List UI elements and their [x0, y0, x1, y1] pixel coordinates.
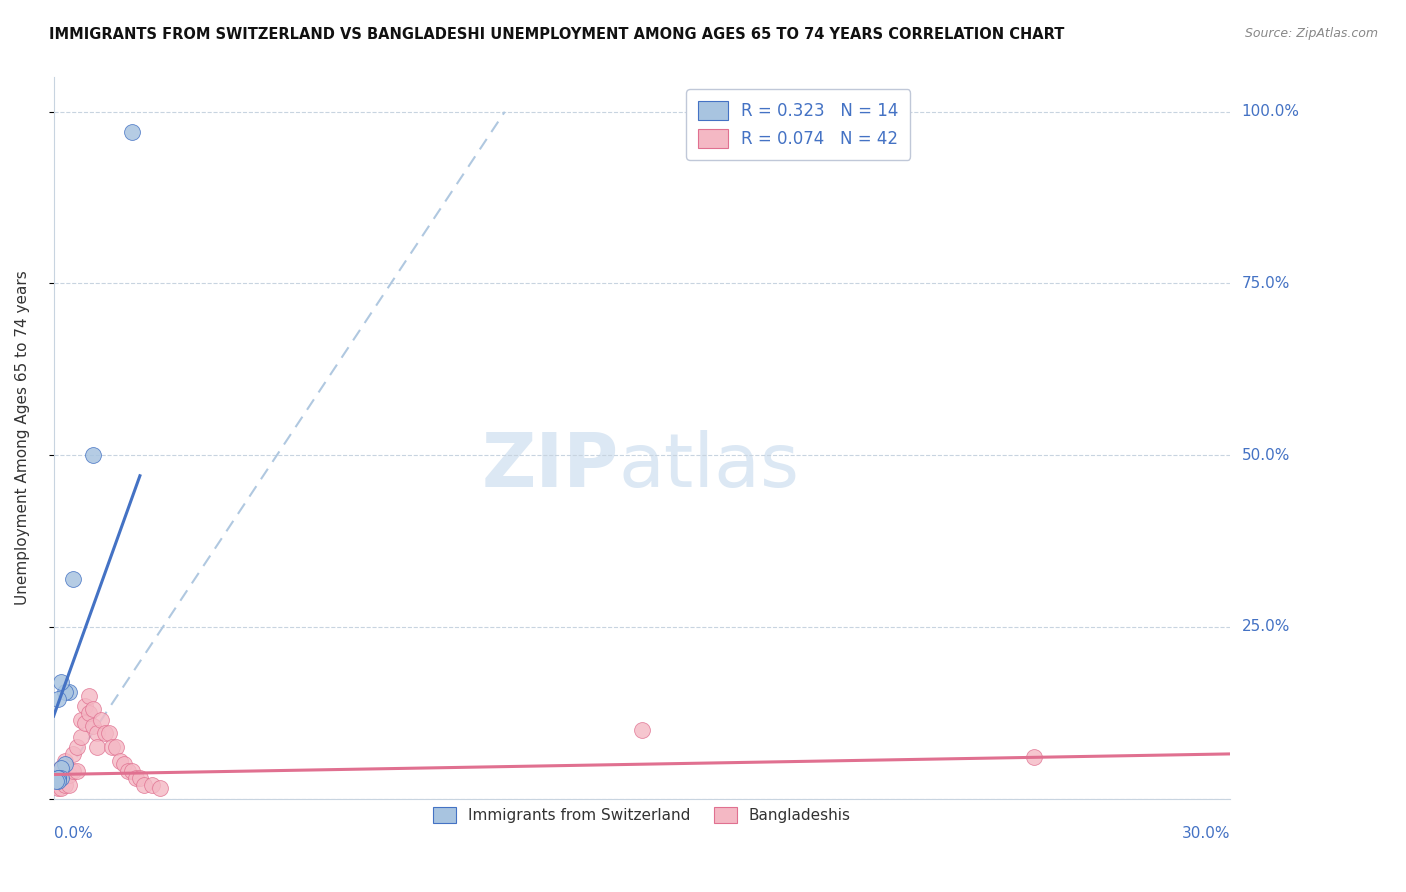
Point: [117, 764, 139, 778]
Point: [46, 774, 69, 789]
Point: [110, 754, 132, 768]
Point: [45, 774, 67, 789]
Legend: Immigrants from Switzerland, Bangladeshis: Immigrants from Switzerland, Bangladeshi…: [426, 799, 859, 830]
Y-axis label: Unemployment Among Ages 65 to 74 years: Unemployment Among Ages 65 to 74 years: [15, 270, 30, 606]
Point: [46, 771, 69, 785]
Point: [101, 739, 124, 754]
Point: [51, 781, 73, 796]
Point: [62, 747, 84, 761]
Text: 25.0%: 25.0%: [1241, 619, 1289, 634]
Point: [51, 771, 73, 785]
Text: 50.0%: 50.0%: [1241, 448, 1289, 463]
Point: [66, 764, 89, 778]
Point: [82, 448, 104, 462]
Text: atlas: atlas: [619, 430, 800, 503]
Point: [93, 726, 115, 740]
Point: [46, 774, 69, 789]
Point: [82, 719, 104, 733]
Text: 75.0%: 75.0%: [1241, 276, 1289, 291]
Point: [112, 757, 135, 772]
Point: [51, 761, 73, 775]
Text: 100.0%: 100.0%: [1241, 104, 1299, 120]
Point: [86, 739, 108, 754]
Point: [141, 778, 163, 792]
Point: [55, 757, 77, 772]
Point: [97, 726, 120, 740]
Point: [58, 767, 80, 781]
Point: [46, 781, 69, 796]
Point: [90, 713, 112, 727]
Point: [58, 685, 80, 699]
Point: [51, 761, 73, 775]
Point: [58, 778, 80, 792]
Point: [132, 778, 155, 792]
Point: [129, 771, 152, 785]
Point: [70, 713, 93, 727]
Point: [55, 754, 77, 768]
Point: [70, 730, 93, 744]
Text: 30.0%: 30.0%: [1182, 826, 1230, 841]
Text: 0.0%: 0.0%: [53, 826, 93, 841]
Point: [631, 723, 654, 737]
Text: Source: ZipAtlas.com: Source: ZipAtlas.com: [1244, 27, 1378, 40]
Point: [55, 778, 77, 792]
Point: [46, 692, 69, 706]
Point: [77, 706, 100, 720]
Point: [46, 778, 69, 792]
Point: [148, 781, 170, 796]
Point: [125, 771, 148, 785]
Point: [105, 739, 128, 754]
Point: [1024, 750, 1046, 764]
Point: [121, 125, 143, 139]
Point: [55, 685, 77, 699]
Text: ZIP: ZIP: [481, 430, 619, 503]
Point: [46, 771, 69, 785]
Point: [55, 767, 77, 781]
Point: [48, 774, 70, 789]
Point: [51, 774, 73, 789]
Point: [77, 689, 100, 703]
Point: [73, 716, 96, 731]
Point: [51, 674, 73, 689]
Text: IMMIGRANTS FROM SWITZERLAND VS BANGLADESHI UNEMPLOYMENT AMONG AGES 65 TO 74 YEAR: IMMIGRANTS FROM SWITZERLAND VS BANGLADES…: [49, 27, 1064, 42]
Point: [66, 739, 89, 754]
Point: [62, 572, 84, 586]
Point: [82, 702, 104, 716]
Point: [73, 698, 96, 713]
Point: [121, 764, 143, 778]
Point: [62, 764, 84, 778]
Point: [86, 726, 108, 740]
